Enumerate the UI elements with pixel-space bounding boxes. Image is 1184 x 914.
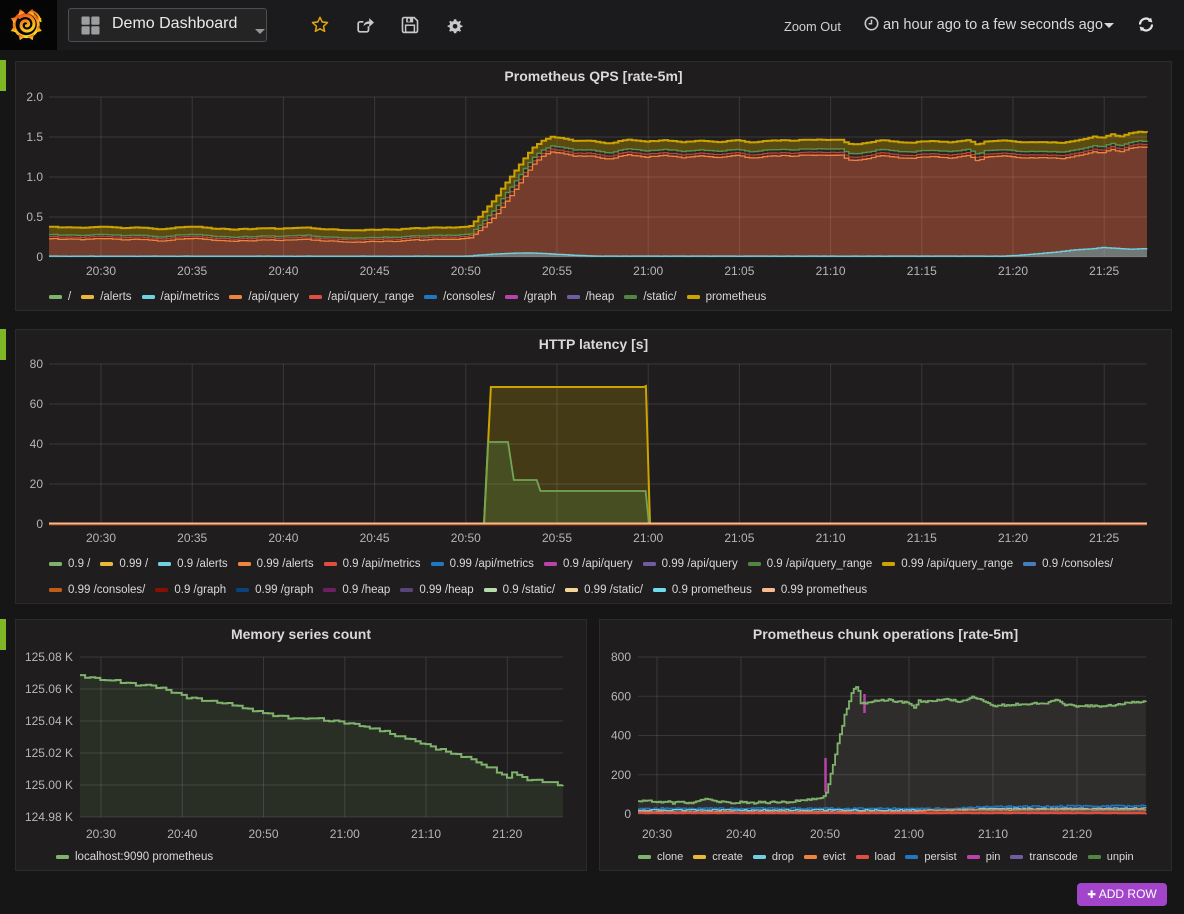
svg-text:0.5: 0.5 <box>26 210 43 224</box>
svg-text:20:35: 20:35 <box>177 531 207 545</box>
svg-text:1.5: 1.5 <box>26 130 43 144</box>
svg-text:20:40: 20:40 <box>726 827 756 841</box>
svg-text:1.0: 1.0 <box>26 170 43 184</box>
svg-text:125.00 K: 125.00 K <box>25 778 73 792</box>
svg-text:20:30: 20:30 <box>86 531 116 545</box>
svg-text:20:35: 20:35 <box>177 264 207 278</box>
svg-text:21:20: 21:20 <box>998 264 1028 278</box>
svg-text:21:10: 21:10 <box>411 827 441 841</box>
svg-text:20:50: 20:50 <box>248 827 278 841</box>
svg-text:21:00: 21:00 <box>330 827 360 841</box>
svg-text:21:20: 21:20 <box>998 531 1028 545</box>
svg-text:21:05: 21:05 <box>724 264 754 278</box>
svg-text:21:00: 21:00 <box>633 531 663 545</box>
svg-text:60: 60 <box>30 397 44 411</box>
svg-text:20:50: 20:50 <box>451 264 481 278</box>
svg-text:125.08 K: 125.08 K <box>25 650 73 664</box>
svg-text:600: 600 <box>611 689 631 703</box>
svg-text:20:30: 20:30 <box>642 827 672 841</box>
svg-text:21:25: 21:25 <box>1089 531 1119 545</box>
svg-text:21:20: 21:20 <box>492 827 522 841</box>
svg-text:21:20: 21:20 <box>1062 827 1092 841</box>
svg-text:20:40: 20:40 <box>268 264 298 278</box>
svg-text:2.0: 2.0 <box>26 90 43 104</box>
svg-text:0: 0 <box>36 517 43 531</box>
svg-text:20:30: 20:30 <box>86 264 116 278</box>
svg-text:125.04 K: 125.04 K <box>25 714 73 728</box>
svg-text:20: 20 <box>30 477 44 491</box>
svg-text:21:00: 21:00 <box>633 264 663 278</box>
svg-text:125.06 K: 125.06 K <box>25 682 73 696</box>
svg-text:0: 0 <box>624 807 631 821</box>
svg-text:21:00: 21:00 <box>894 827 924 841</box>
svg-text:40: 40 <box>30 437 44 451</box>
svg-text:21:10: 21:10 <box>816 531 846 545</box>
svg-text:20:50: 20:50 <box>451 531 481 545</box>
svg-text:21:10: 21:10 <box>816 264 846 278</box>
svg-text:20:40: 20:40 <box>268 531 298 545</box>
svg-text:21:15: 21:15 <box>907 531 937 545</box>
svg-text:20:30: 20:30 <box>86 827 116 841</box>
svg-text:124.98 K: 124.98 K <box>25 810 73 824</box>
svg-text:20:40: 20:40 <box>167 827 197 841</box>
svg-text:21:15: 21:15 <box>907 264 937 278</box>
svg-text:125.02 K: 125.02 K <box>25 746 73 760</box>
svg-text:200: 200 <box>611 768 631 782</box>
svg-text:20:45: 20:45 <box>360 531 390 545</box>
svg-text:21:10: 21:10 <box>978 827 1008 841</box>
svg-text:20:55: 20:55 <box>542 264 572 278</box>
svg-text:20:50: 20:50 <box>810 827 840 841</box>
svg-text:800: 800 <box>611 650 631 664</box>
svg-text:20:55: 20:55 <box>542 531 572 545</box>
svg-text:20:45: 20:45 <box>360 264 390 278</box>
svg-text:0: 0 <box>36 250 43 264</box>
svg-text:21:25: 21:25 <box>1089 264 1119 278</box>
svg-text:400: 400 <box>611 729 631 743</box>
svg-text:80: 80 <box>30 357 44 371</box>
svg-text:21:05: 21:05 <box>724 531 754 545</box>
